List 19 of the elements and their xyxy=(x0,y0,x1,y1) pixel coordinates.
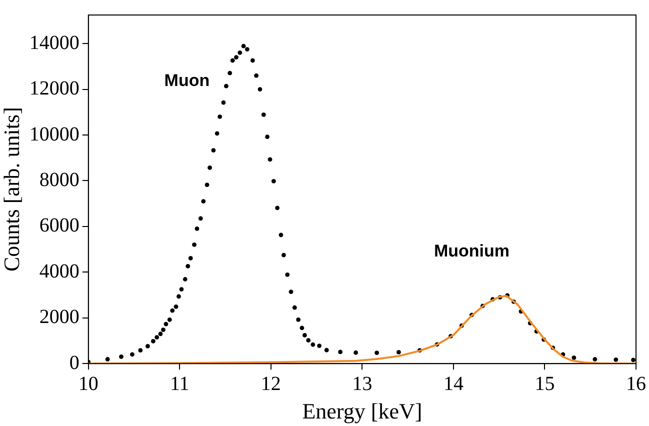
x-tick-label: 15 xyxy=(534,372,555,395)
y-tick-label: 10000 xyxy=(29,123,80,146)
x-axis-title: Energy [keV] xyxy=(302,398,422,424)
y-tick-label: 2000 xyxy=(39,306,80,328)
y-tick-label: 8000 xyxy=(39,168,80,191)
y-tick-label: 14000 xyxy=(29,32,80,54)
x-tick-label: 10 xyxy=(78,372,98,395)
x-tick-label: 14 xyxy=(443,372,464,395)
annotation: Muonium xyxy=(434,242,510,261)
y-axis-title: Counts [arb. units] xyxy=(0,107,24,272)
x-tick-label: 11 xyxy=(170,372,190,395)
y-tick-label: 0 xyxy=(69,352,80,374)
y-tick-label: 6000 xyxy=(39,214,80,237)
annotation: Muon xyxy=(164,70,210,90)
x-tick-label: 16 xyxy=(626,372,646,395)
y-tick-label: 4000 xyxy=(39,260,80,282)
y-tick-label: 12000 xyxy=(29,78,80,100)
x-tick-label: 12 xyxy=(260,372,281,395)
x-tick-label: 13 xyxy=(352,372,372,395)
